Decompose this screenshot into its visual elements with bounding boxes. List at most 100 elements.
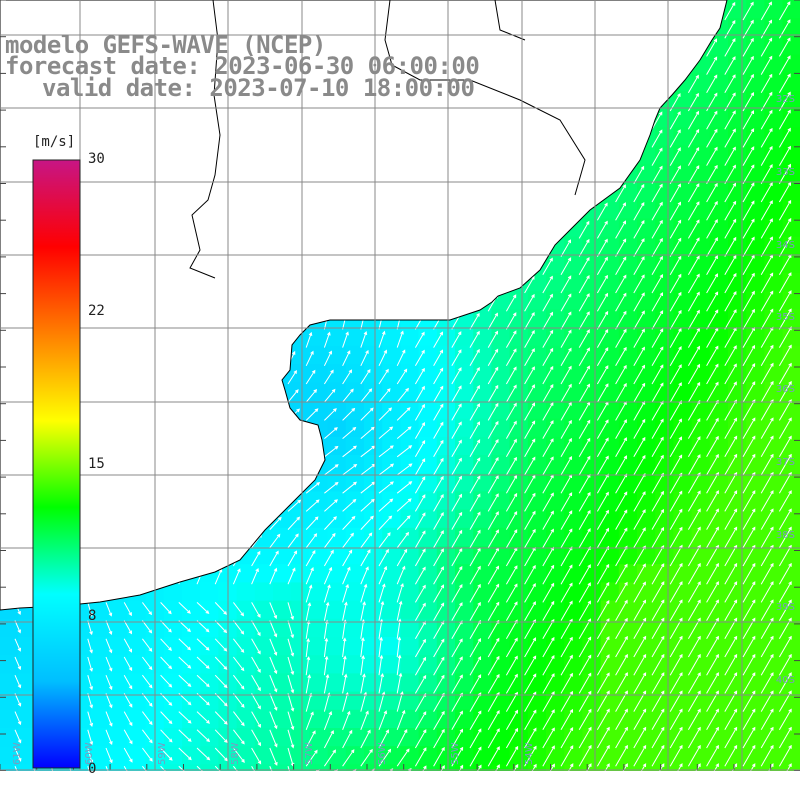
wind-arrow [414,747,427,767]
wind-arrow [651,744,665,767]
wind-arrow [378,532,391,549]
colorbar-tick-8: 8 [88,608,97,624]
wind-arrow [305,516,319,530]
wind-arrow [469,493,481,512]
wind-arrow [560,275,572,294]
wind-arrow [123,693,133,708]
wind-arrow [487,493,499,512]
wind-arrow [651,346,664,367]
wind-arrow [142,656,153,671]
wind-arrow [742,708,756,731]
wind-arrow [742,381,756,403]
wind-arrow [505,565,518,585]
wind-arrow [615,563,628,585]
wind-arrow [396,463,413,476]
wind-arrow [596,744,610,767]
wind-arrow [615,726,628,749]
wind-arrow [760,73,773,94]
wind-arrow [578,383,591,403]
wind-arrow [342,673,348,694]
wind-arrow [633,563,646,585]
wind-arrow [615,256,627,276]
wind-arrow [596,310,609,330]
wind-arrow [469,475,481,494]
wind-arrow [451,746,464,767]
wind-arrow [542,456,554,476]
wind-arrow [724,653,738,676]
wind-arrow [524,709,537,731]
border-line [189,0,221,279]
wind-arrow [651,147,663,166]
wind-arrow [778,562,792,585]
wind-arrow [378,498,394,512]
wind-arrow [742,1,754,21]
wind-arrow [560,672,573,694]
wind-arrow [687,255,700,276]
wind-arrow [269,550,279,567]
wind-arrow [706,56,718,75]
wind-arrow [596,672,610,694]
wind-arrow [560,564,573,585]
wind-arrow [378,426,394,439]
wind-arrow [687,345,701,367]
wind-arrow [687,237,700,257]
wind-arrow [396,481,413,494]
wind-arrow [742,581,756,603]
wind-arrow [142,747,153,762]
wind-arrow [706,164,718,185]
wind-arrow [305,331,313,348]
wind-arrow [378,349,387,367]
wind-arrow [706,237,718,257]
wind-arrow [669,273,682,294]
wind-arrow [269,711,278,730]
wind-arrow [214,620,228,634]
wind-arrow [542,564,555,585]
wind-arrow [305,567,314,585]
wind-arrow [524,366,535,385]
wind-arrow [251,550,261,567]
wind-arrow [778,435,792,458]
wind-arrow [433,530,444,549]
wind-arrow [596,365,609,385]
wind-arrow [269,693,278,711]
wind-arrow [414,584,426,603]
wind-arrow [360,729,371,749]
wind-arrow [396,583,404,603]
wind-arrow [651,237,663,257]
wind-arrow [196,729,211,743]
wind-arrow [251,620,261,637]
wind-arrow [706,599,719,621]
wind-arrow [578,491,591,512]
wind-arrow [596,563,610,585]
wind-arrow [578,329,590,348]
wind-arrow [87,620,93,636]
wind-arrow [760,182,773,203]
wind-arrow [233,711,245,727]
wind-arrow [706,345,719,367]
wind-arrow [542,347,554,367]
wind-arrow [578,708,592,731]
wind-arrow [251,656,261,673]
wind-arrow [433,584,444,603]
wind-arrow [469,348,480,367]
wind-arrow [469,583,481,603]
wind-arrow [760,109,773,130]
wind-arrow [360,331,368,348]
wind-arrow [378,515,393,530]
wind-arrow [342,710,351,730]
wind-arrow [378,710,388,730]
wind-arrow [724,74,736,94]
wind-arrow [269,729,278,748]
wind-arrow [724,599,738,621]
wind-arrow [233,656,245,672]
wind-arrow [669,454,683,476]
wind-arrow [433,602,445,621]
wind-arrow [778,581,792,603]
wind-arrow [724,417,738,439]
wind-arrow [414,331,425,348]
wind-arrow [651,599,665,621]
wind-arrow [123,747,133,763]
wind-arrow [596,726,610,749]
wind-arrow [687,165,700,185]
wind-arrow [378,748,392,767]
